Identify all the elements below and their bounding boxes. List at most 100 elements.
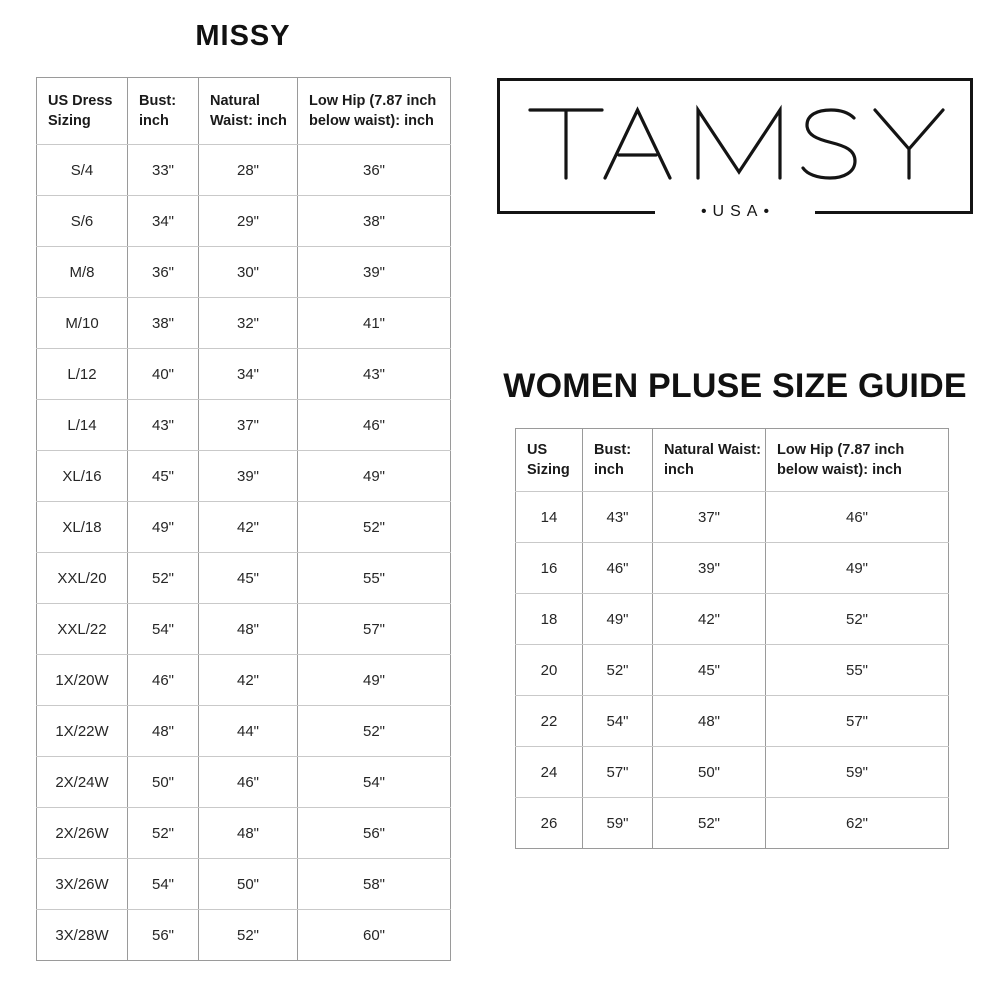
missy-size-table: US Dress Sizing Bust: inch Natural Waist: …	[36, 77, 451, 961]
table-cell: 45"	[198, 552, 298, 604]
table-cell: 57"	[297, 603, 451, 655]
table-cell: 54"	[582, 695, 653, 747]
table-cell: XL/16	[36, 450, 128, 502]
table-cell: 59"	[582, 797, 653, 849]
table-cell: 52"	[198, 909, 298, 961]
tamsy-logo: TAMSY •USA•	[497, 78, 974, 224]
table-cell: 46"	[297, 399, 451, 451]
missy-section-title: MISSY	[195, 20, 291, 52]
table-cell: 42"	[198, 501, 298, 553]
table-cell: 48"	[652, 695, 766, 747]
column-header: Low Hip (7.87 inch below waist): inch	[765, 428, 949, 492]
table-row: 1X/20W 46" 42" 49"	[36, 654, 451, 706]
table-row: XL/18 49" 42" 52"	[36, 501, 451, 553]
table-cell: 52"	[127, 807, 199, 859]
table-cell: S/4	[36, 144, 128, 196]
logo-rule-left	[497, 210, 655, 214]
table-cell: 60"	[297, 909, 451, 961]
table-cell: 43"	[297, 348, 451, 400]
table-cell: 1X/22W	[36, 705, 128, 757]
table-cell: 49"	[765, 542, 949, 594]
table-cell: 37"	[652, 491, 766, 543]
column-header: Natural Waist: inch	[198, 77, 298, 145]
table-row: 2X/26W 52" 48" 56"	[36, 807, 451, 859]
table-row: 3X/28W 56" 52" 60"	[36, 909, 451, 961]
table-cell: M/8	[36, 246, 128, 298]
table-cell: 36"	[297, 144, 451, 196]
table-cell: 37"	[198, 399, 298, 451]
table-cell: 62"	[765, 797, 949, 849]
table-row: XL/16 45" 39" 49"	[36, 450, 451, 502]
table-cell: 26	[515, 797, 583, 849]
table-cell: 54"	[297, 756, 451, 808]
table-cell: L/14	[36, 399, 128, 451]
table-cell: 45"	[652, 644, 766, 696]
table-cell: 46"	[127, 654, 199, 706]
table-cell: 2X/26W	[36, 807, 128, 859]
table-row: L/12 40" 34" 43"	[36, 348, 451, 400]
table-cell: XL/18	[36, 501, 128, 553]
plus-size-table: US Sizing Bust: inch Natural Waist: inch Lo…	[515, 428, 949, 849]
table-cell: 52"	[297, 705, 451, 757]
table-cell: 32"	[198, 297, 298, 349]
column-header: Bust: inch	[127, 77, 199, 145]
table-cell: 55"	[297, 552, 451, 604]
table-row: 22 54" 48" 57"	[515, 695, 949, 747]
table-cell: 39"	[652, 542, 766, 594]
table-row: 16 46" 39" 49"	[515, 542, 949, 594]
table-cell: 48"	[127, 705, 199, 757]
table-row: L/14 43" 37" 46"	[36, 399, 451, 451]
table-cell: 46"	[198, 756, 298, 808]
table-cell: 52"	[297, 501, 451, 553]
table-cell: 42"	[652, 593, 766, 645]
table-cell: 1X/20W	[36, 654, 128, 706]
table-row: S/6 34" 29" 38"	[36, 195, 451, 247]
column-header: Low Hip (7.87 inch below waist): inch	[297, 77, 451, 145]
table-cell: 49"	[127, 501, 199, 553]
table-cell: 38"	[297, 195, 451, 247]
table-cell: 52"	[127, 552, 199, 604]
table-cell: 29"	[198, 195, 298, 247]
table-cell: 50"	[127, 756, 199, 808]
table-cell: 46"	[765, 491, 949, 543]
logo-bottom-rule: •USA•	[497, 200, 974, 224]
table-cell: 54"	[127, 603, 199, 655]
table-cell: 56"	[127, 909, 199, 961]
table-cell: 49"	[297, 450, 451, 502]
column-header: US Dress Sizing	[36, 77, 128, 145]
table-cell: 28"	[198, 144, 298, 196]
table-cell: 56"	[297, 807, 451, 859]
table-row: 3X/26W 54" 50" 58"	[36, 858, 451, 910]
table-cell: 22	[515, 695, 583, 747]
table-cell: 40"	[127, 348, 199, 400]
table-cell: 54"	[127, 858, 199, 910]
table-cell: 24	[515, 746, 583, 798]
table-row: M/10 38" 32" 41"	[36, 297, 451, 349]
table-cell: 14	[515, 491, 583, 543]
table-cell: 36"	[127, 246, 199, 298]
table-row: 26 59" 52" 62"	[515, 797, 949, 849]
table-row: 1X/22W 48" 44" 52"	[36, 705, 451, 757]
table-cell: 44"	[198, 705, 298, 757]
table-cell: 33"	[127, 144, 199, 196]
table-cell: S/6	[36, 195, 128, 247]
table-cell: 52"	[765, 593, 949, 645]
table-cell: 50"	[198, 858, 298, 910]
table-cell: 2X/24W	[36, 756, 128, 808]
table-cell: 49"	[582, 593, 653, 645]
table-cell: 58"	[297, 858, 451, 910]
table-cell: 48"	[198, 807, 298, 859]
table-cell: 49"	[297, 654, 451, 706]
table-cell: L/12	[36, 348, 128, 400]
table-cell: 34"	[127, 195, 199, 247]
column-header: US Sizing	[515, 428, 583, 492]
table-row: S/4 33" 28" 36"	[36, 144, 451, 196]
table-cell: XXL/22	[36, 603, 128, 655]
plus-section-title: WOMEN PLUSE SIZE GUIDE	[503, 367, 967, 405]
table-row: 2X/24W 50" 46" 54"	[36, 756, 451, 808]
header-row: US Dress Sizing Bust: inch Natural Waist: …	[36, 77, 451, 145]
column-header: Natural Waist: inch	[652, 428, 766, 492]
header-row: US Sizing Bust: inch Natural Waist: inch Lo…	[515, 428, 949, 492]
table-cell: 43"	[127, 399, 199, 451]
table-cell: 38"	[127, 297, 199, 349]
